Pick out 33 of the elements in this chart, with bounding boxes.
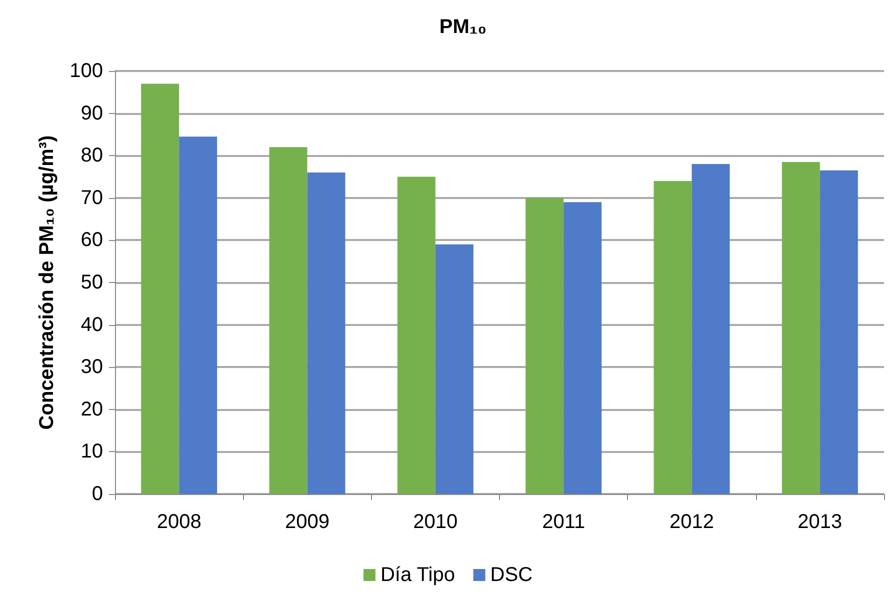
bar (782, 162, 820, 494)
y-tick-label: 40 (80, 314, 103, 336)
bar (269, 147, 308, 494)
y-tick-label: 50 (80, 272, 103, 294)
x-tick-label: 2013 (798, 511, 842, 533)
y-tick-label: 70 (80, 186, 103, 209)
x-tick-label: 2008 (156, 511, 202, 533)
chart-title: PM₁₀ (439, 16, 487, 38)
bar (820, 170, 858, 494)
legend-label: DSC (490, 564, 533, 586)
bar (397, 176, 436, 494)
x-tick-label: 2011 (542, 511, 586, 533)
y-tick-label: 30 (80, 356, 103, 378)
bar (654, 180, 692, 494)
x-tick-label: 2010 (413, 511, 458, 533)
y-axis-title: Concentración de PM₁₀ (µg/m³) (36, 135, 58, 430)
bar (435, 244, 474, 494)
bar (692, 164, 730, 494)
y-tick-label: 80 (80, 144, 103, 167)
y-tick-label: 20 (80, 398, 103, 420)
legend-label: Día Tipo (380, 564, 455, 586)
bar (179, 136, 218, 494)
x-tick-label: 2012 (670, 511, 714, 533)
y-tick-label: 90 (80, 102, 103, 124)
y-tick-label: 0 (92, 483, 103, 505)
x-tick-label: 2009 (285, 511, 330, 533)
y-tick-label: 10 (80, 440, 103, 463)
bar (307, 172, 346, 494)
bar (526, 198, 564, 494)
y-tick-label: 60 (80, 229, 103, 252)
bar (564, 202, 602, 494)
y-tick-label: 100 (70, 60, 103, 82)
bar (141, 84, 180, 494)
